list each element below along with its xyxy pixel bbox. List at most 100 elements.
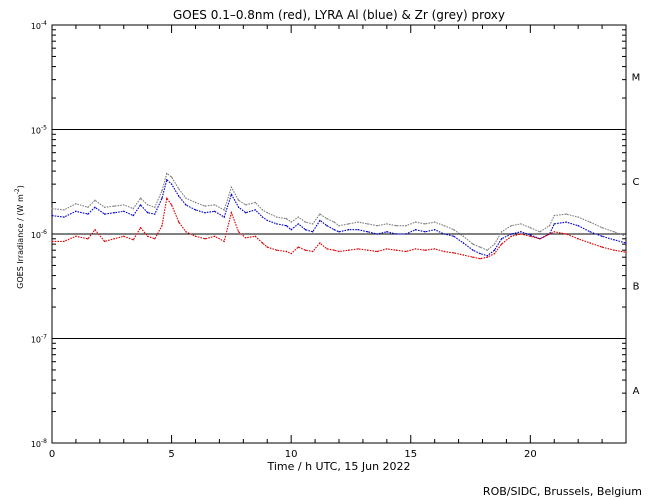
data-point-red: [405, 250, 407, 253]
data-point-red: [472, 256, 474, 258]
x-tick-label: 5: [168, 449, 174, 460]
data-point-blue: [510, 233, 512, 235]
data-point-grey: [87, 206, 89, 208]
data-point-blue: [147, 212, 149, 214]
data-point-blue: [405, 233, 407, 235]
data-point-red: [338, 250, 340, 253]
data-point-grey: [194, 201, 197, 204]
data-point-red: [539, 238, 541, 240]
y-tick-base: 10: [31, 127, 41, 136]
data-point-blue: [51, 214, 53, 217]
data-point-grey: [113, 205, 115, 207]
series-line-blue: [51, 178, 627, 257]
data-point-blue: [493, 249, 496, 251]
data-point-red: [63, 240, 65, 243]
data-point-blue: [589, 231, 591, 233]
y-tick-base: 10: [31, 440, 41, 449]
y-tick-label: 10-4: [31, 20, 47, 31]
data-point-red: [139, 227, 142, 229]
data-point-red: [319, 242, 321, 244]
data-point-blue: [276, 223, 278, 225]
data-point-blue: [424, 231, 426, 233]
data-point-blue: [139, 204, 142, 206]
data-point-red: [333, 249, 335, 251]
data-point-grey: [376, 225, 378, 227]
data-point-red: [500, 243, 503, 245]
x-tick-label: 20: [524, 449, 537, 460]
data-point-grey: [486, 249, 488, 251]
data-point-red: [577, 238, 579, 240]
data-point-grey: [338, 225, 340, 227]
data-point-grey: [213, 204, 216, 206]
data-point-blue: [304, 229, 307, 231]
data-point-grey: [565, 213, 567, 215]
data-point-red: [589, 242, 591, 244]
data-point-red: [625, 251, 627, 253]
data-point-grey: [347, 223, 350, 225]
data-point-grey: [94, 199, 96, 201]
data-point-red: [297, 246, 299, 248]
x-tick-label: 15: [404, 449, 417, 460]
data-point-blue: [500, 238, 503, 240]
series-line-red: [52, 196, 627, 260]
data-point-red: [326, 248, 328, 250]
data-point-red: [553, 231, 555, 233]
flare-class-label: A: [633, 386, 640, 397]
data-point-red: [254, 235, 256, 237]
data-point-red: [178, 221, 180, 223]
data-point-red: [493, 252, 496, 255]
x-tick-label: 0: [49, 449, 55, 460]
data-point-red: [245, 237, 247, 239]
data-point-blue: [577, 225, 579, 227]
data-point-red: [510, 235, 512, 237]
data-point-grey: [237, 199, 240, 201]
data-point-red: [161, 225, 163, 227]
data-point-grey: [493, 243, 496, 245]
data-point-red: [166, 197, 168, 199]
data-point-grey: [548, 225, 551, 227]
data-point-grey: [103, 206, 106, 208]
credit-text: ROB/SIDC, Brussels, Belgium: [483, 485, 642, 498]
data-point-grey: [479, 246, 481, 248]
data-point-red: [395, 249, 398, 251]
data-point-grey: [285, 218, 288, 220]
data-point-blue: [414, 229, 417, 231]
data-point-blue: [254, 209, 256, 211]
data-point-grey: [266, 212, 268, 214]
data-point-red: [170, 204, 173, 206]
data-point-red: [443, 250, 445, 253]
data-point-red: [204, 238, 206, 240]
data-point-blue: [63, 216, 65, 218]
data-point-blue: [625, 242, 627, 244]
data-point-red: [367, 249, 369, 251]
data-point-grey: [147, 204, 149, 206]
data-point-blue: [312, 231, 314, 233]
data-point-red: [548, 233, 551, 235]
data-point-grey: [139, 197, 142, 199]
data-point-red: [285, 250, 288, 253]
data-point-grey: [261, 209, 264, 211]
data-point-red: [223, 240, 225, 243]
data-point-blue: [113, 212, 115, 214]
data-point-blue: [290, 229, 292, 231]
data-point-blue: [178, 195, 180, 197]
data-point-grey: [601, 227, 603, 229]
y-tick-exponent: -6: [41, 229, 47, 236]
data-point-grey: [297, 216, 299, 218]
data-point-blue: [443, 233, 445, 235]
data-point-blue: [123, 210, 125, 212]
data-point-grey: [539, 231, 541, 233]
data-point-grey: [75, 203, 77, 205]
y-tick-exponent: -4: [41, 20, 47, 27]
data-point-grey: [405, 225, 407, 227]
data-point-red: [113, 238, 115, 240]
data-point-blue: [386, 231, 388, 233]
y-tick-label: 10-7: [31, 334, 47, 345]
data-point-grey: [386, 223, 388, 225]
data-point-red: [213, 235, 216, 237]
data-point-grey: [166, 172, 168, 175]
data-point-red: [424, 249, 426, 251]
data-point-grey: [424, 223, 426, 225]
data-point-blue: [434, 229, 436, 231]
